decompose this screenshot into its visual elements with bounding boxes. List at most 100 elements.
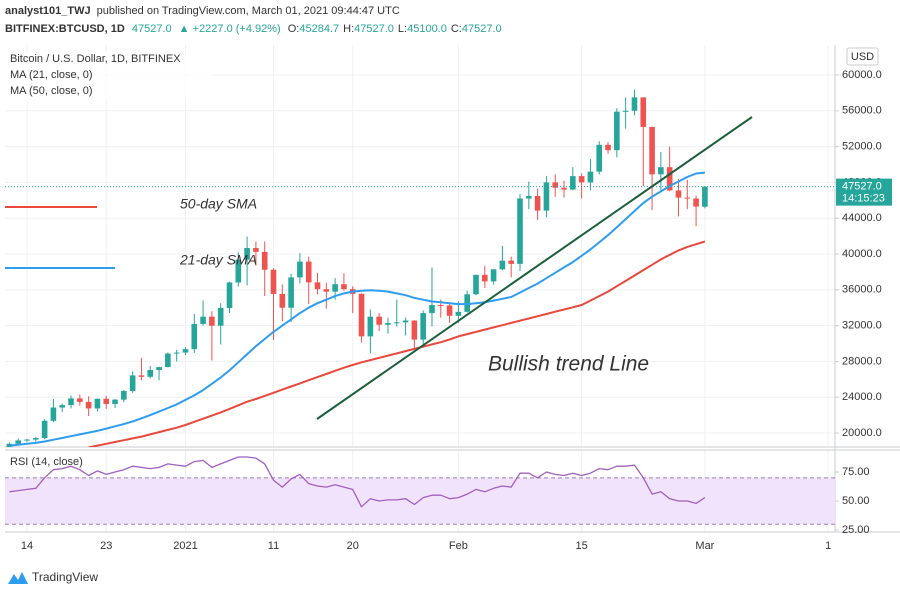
candle-body bbox=[614, 111, 620, 151]
header-line-2: BITFINEX:BTCUSD, 1D 47527.0 ▲ +2227.0 (+… bbox=[5, 23, 502, 35]
candle-body bbox=[77, 398, 83, 402]
ohlc-value: 45284.7 bbox=[299, 23, 339, 35]
rsi-line bbox=[9, 456, 706, 508]
candle-body bbox=[693, 198, 699, 207]
candle-body bbox=[147, 370, 154, 377]
candle-body bbox=[200, 316, 206, 324]
rsi-plot bbox=[5, 456, 835, 525]
y-tick-label: 20000.0 bbox=[842, 427, 882, 439]
x-tick-label: 2021 bbox=[173, 540, 197, 552]
candle-body bbox=[121, 390, 127, 400]
candle-body bbox=[455, 311, 462, 316]
candle-body bbox=[138, 375, 145, 377]
candle-body bbox=[191, 323, 198, 350]
candle-body bbox=[526, 196, 532, 199]
symbol: BITFINEX:BTCUSD, 1D bbox=[5, 23, 125, 35]
candle-body bbox=[367, 316, 374, 337]
x-tick-label: 11 bbox=[268, 540, 279, 552]
currency[interactable]: USD bbox=[851, 51, 874, 63]
candle-body bbox=[156, 367, 162, 371]
candle-body bbox=[570, 176, 576, 190]
candle-body bbox=[112, 399, 118, 404]
candle-body bbox=[481, 274, 488, 282]
currency-box[interactable] bbox=[846, 47, 879, 66]
candle-body bbox=[129, 375, 136, 391]
candle-body bbox=[85, 401, 92, 409]
candle-body bbox=[244, 248, 250, 260]
y-tick-label: 40000.0 bbox=[842, 248, 882, 260]
x-tick-label: 15 bbox=[576, 540, 588, 552]
y-tick-label: 25.00 bbox=[842, 524, 870, 536]
candle-body bbox=[323, 289, 330, 292]
candle-body bbox=[376, 316, 382, 325]
candle-body bbox=[420, 313, 426, 340]
y-tick-label: 44000.0 bbox=[842, 212, 882, 224]
candle-body bbox=[437, 305, 444, 307]
y-tick-label: 50.00 bbox=[842, 495, 870, 507]
candle-body bbox=[270, 269, 277, 294]
x-tick-label: 23 bbox=[100, 540, 112, 552]
change: ▲ +2227.0 (+4.92%) bbox=[179, 23, 281, 35]
candle-body bbox=[235, 259, 242, 283]
annotation: Bullish trend Line bbox=[488, 353, 649, 376]
grid bbox=[5, 45, 835, 532]
y-tick-label: 60000.0 bbox=[842, 69, 882, 81]
candle-body bbox=[605, 144, 611, 151]
candle-body bbox=[411, 320, 418, 340]
chart-title: Bitcoin / U.S. Dollar, 1D, BITFINEX bbox=[10, 53, 181, 65]
moving-average bbox=[88, 240, 706, 447]
y-tick-label: 28000.0 bbox=[842, 355, 882, 367]
ohlc-key: O: bbox=[288, 23, 300, 35]
candle-body bbox=[103, 398, 110, 404]
candle-body bbox=[393, 322, 400, 324]
x-tick-label: 14 bbox=[21, 540, 33, 552]
candle-body bbox=[173, 352, 180, 354]
candle-body bbox=[622, 110, 629, 112]
ohlc-value: 47527.0 bbox=[462, 23, 502, 35]
candle-body bbox=[341, 284, 347, 290]
price: 47527.0 bbox=[132, 23, 172, 35]
candle-body bbox=[490, 269, 497, 282]
candle-body bbox=[561, 187, 567, 190]
candle-body bbox=[314, 282, 321, 290]
candle-body bbox=[578, 176, 585, 183]
y-tick-label: 32000.0 bbox=[842, 320, 882, 332]
legend-entry: MA (50, close, 0) bbox=[10, 85, 93, 97]
candle-body bbox=[15, 440, 22, 444]
candle-body bbox=[217, 307, 224, 326]
y-tick-label: 52000.0 bbox=[842, 141, 882, 153]
candle-body bbox=[552, 182, 559, 188]
candle-body bbox=[41, 420, 48, 439]
candle-body bbox=[666, 167, 673, 191]
annotation: 21-day SMA bbox=[179, 252, 257, 268]
legend-bg bbox=[4, 51, 214, 99]
candle-body bbox=[640, 97, 647, 127]
candle-body bbox=[261, 251, 268, 270]
rsi-band bbox=[5, 477, 835, 525]
candle-body bbox=[297, 261, 303, 278]
candle-body bbox=[305, 261, 312, 283]
trend-line bbox=[316, 116, 753, 420]
candle-body bbox=[517, 198, 523, 264]
x-tick-label: Mar bbox=[695, 540, 714, 552]
countdown: 14:15:23 bbox=[842, 193, 885, 205]
y-tick-label: 36000.0 bbox=[842, 284, 882, 296]
candle-body bbox=[473, 274, 479, 295]
last-price-tag bbox=[836, 178, 892, 206]
annotation: 50-day SMA bbox=[180, 196, 257, 212]
candle-body bbox=[279, 293, 286, 308]
ohlc-value: 45100.0 bbox=[407, 23, 447, 35]
published: published on TradingView.com, March 01, … bbox=[97, 5, 400, 17]
candle-body bbox=[50, 407, 57, 421]
candle-body bbox=[59, 405, 66, 408]
candle-body bbox=[675, 190, 682, 198]
y-tick-label: 24000.0 bbox=[842, 391, 882, 403]
candle-body bbox=[631, 97, 638, 111]
ohlc-key: L: bbox=[398, 23, 407, 35]
candle-body bbox=[288, 277, 294, 308]
x-tick-label: 1 bbox=[825, 540, 831, 552]
candle-body bbox=[499, 260, 506, 270]
ohlc-key: C: bbox=[451, 23, 462, 35]
candle-body bbox=[543, 182, 550, 211]
